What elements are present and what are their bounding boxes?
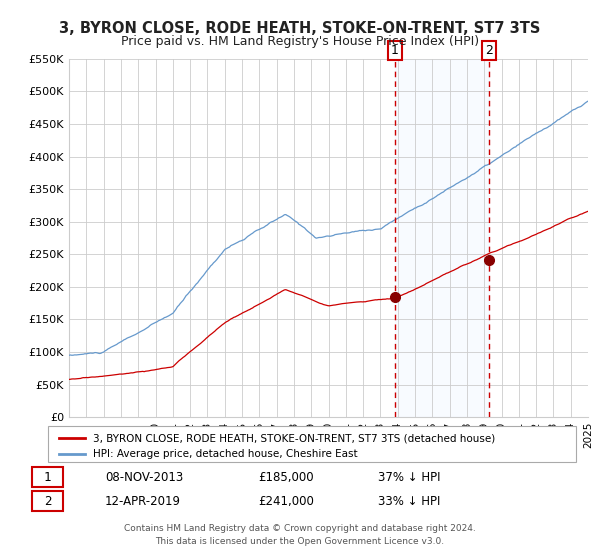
Bar xyxy=(395,59,489,417)
Text: 37% ↓ HPI: 37% ↓ HPI xyxy=(378,470,440,484)
Text: 33% ↓ HPI: 33% ↓ HPI xyxy=(378,494,440,508)
Text: 3, BYRON CLOSE, RODE HEATH, STOKE-ON-TRENT, ST7 3TS: 3, BYRON CLOSE, RODE HEATH, STOKE-ON-TRE… xyxy=(59,21,541,36)
Text: £241,000: £241,000 xyxy=(258,494,314,508)
Text: 08-NOV-2013: 08-NOV-2013 xyxy=(105,470,183,484)
Text: 12-APR-2019: 12-APR-2019 xyxy=(105,494,181,508)
Text: Contains HM Land Registry data © Crown copyright and database right 2024.: Contains HM Land Registry data © Crown c… xyxy=(124,524,476,533)
Text: 2: 2 xyxy=(44,494,51,508)
Text: HPI: Average price, detached house, Cheshire East: HPI: Average price, detached house, Ches… xyxy=(93,449,358,459)
Text: This data is licensed under the Open Government Licence v3.0.: This data is licensed under the Open Gov… xyxy=(155,537,445,546)
Text: 1: 1 xyxy=(44,470,51,484)
FancyBboxPatch shape xyxy=(48,426,576,462)
Text: Price paid vs. HM Land Registry's House Price Index (HPI): Price paid vs. HM Land Registry's House … xyxy=(121,35,479,48)
Text: £185,000: £185,000 xyxy=(258,470,314,484)
Text: 2: 2 xyxy=(485,44,493,57)
Text: 1: 1 xyxy=(391,44,399,57)
Text: 3, BYRON CLOSE, RODE HEATH, STOKE-ON-TRENT, ST7 3TS (detached house): 3, BYRON CLOSE, RODE HEATH, STOKE-ON-TRE… xyxy=(93,433,495,444)
